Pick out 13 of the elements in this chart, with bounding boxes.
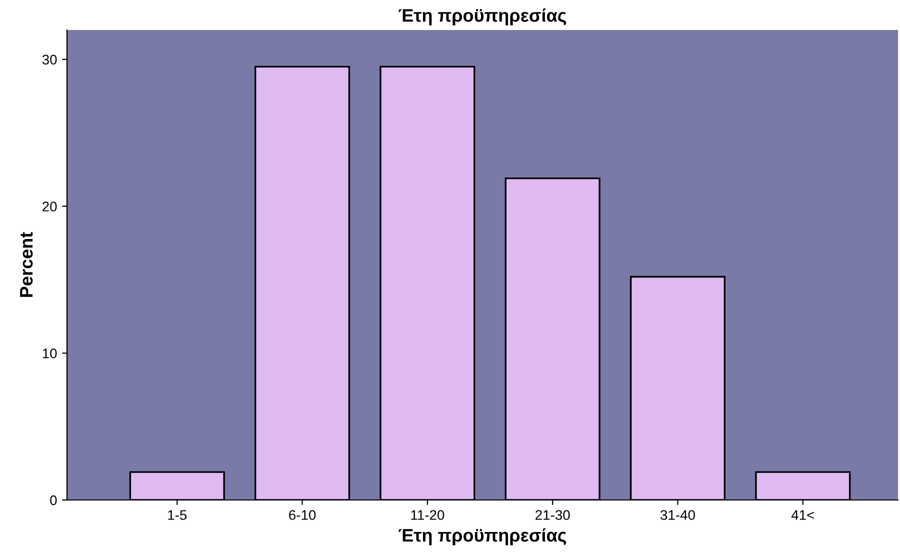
x-tick-label: 41<: [791, 510, 814, 520]
x-tick-label: 31-40: [660, 510, 695, 520]
x-tick-label: 21-30: [536, 510, 570, 520]
y-tick-label: 30: [42, 54, 57, 65]
x-tick-label: 11-20: [411, 510, 444, 520]
y-tick-label: 10: [42, 348, 57, 358]
x-tick-label: 1-5: [168, 510, 187, 520]
x-axis-title: Έτη προϋπηρεσίας: [398, 528, 566, 546]
x-tick-label: 6-10: [289, 510, 316, 520]
y-axis-title: Percent: [20, 232, 33, 297]
y-tick-label: 0: [50, 495, 57, 506]
chart-title: Έτη προϋπηρεσίας: [398, 8, 566, 26]
y-tick-label: 20: [42, 202, 57, 212]
